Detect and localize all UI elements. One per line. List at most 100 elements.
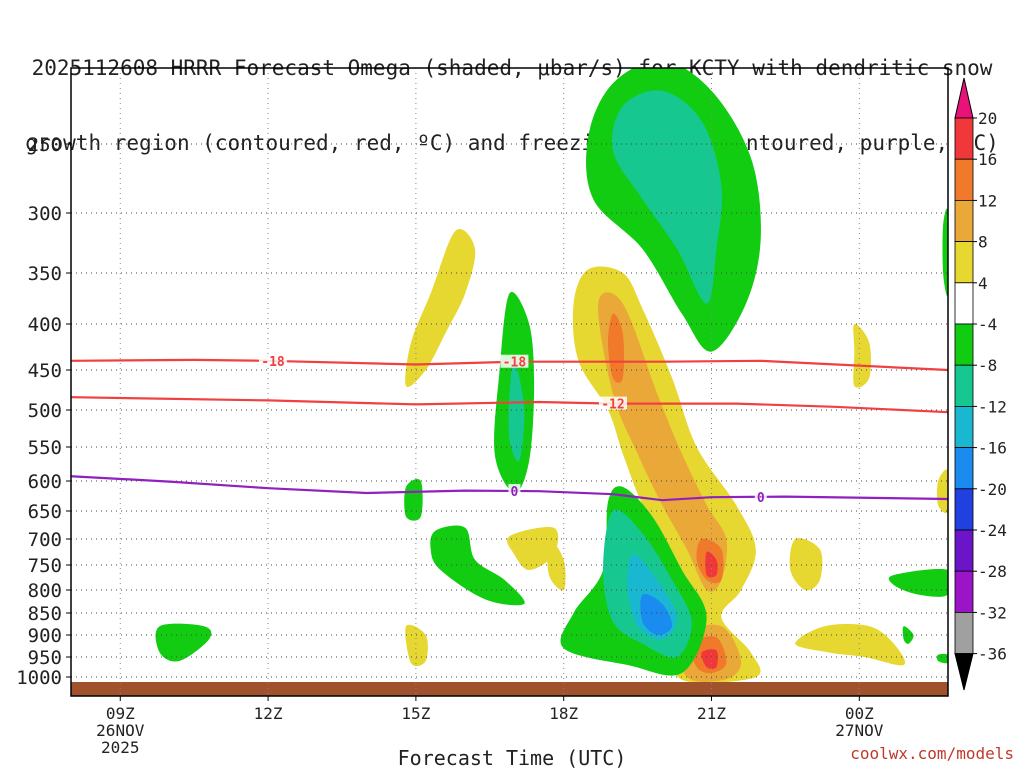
y-tick-label-8: 650: [28, 501, 62, 523]
colorbar-label-4: 4: [978, 274, 988, 293]
colorbar-label-3: 8: [978, 233, 988, 252]
contour-label-1: -18: [503, 356, 527, 371]
omega-region-21: [155, 623, 212, 662]
omega-region-12: [701, 649, 718, 669]
contour--12: [71, 396, 948, 414]
contour-label-bg-0: [259, 353, 288, 367]
omega-region-16: [640, 593, 673, 636]
colorbar-swatch-3: [954, 241, 974, 284]
y-tick-label-15: 1000: [16, 667, 62, 689]
y-tick-label-0: 250: [28, 134, 62, 156]
colorbar-label-6: -8: [978, 356, 997, 375]
colorbar-label-10: -24: [978, 521, 1007, 540]
omega-region-9: [705, 551, 718, 578]
y-tick-label-12: 850: [28, 603, 62, 625]
omega-region-29: [942, 208, 948, 297]
omega-region-25: [888, 569, 948, 597]
omega-region-18: [430, 525, 525, 606]
colorbar-swatch-1: [954, 158, 974, 201]
omega-region-27: [936, 653, 948, 664]
y-tick-label-10: 750: [28, 555, 62, 577]
omega-region-4: [508, 360, 525, 462]
contour-label-bg-3: [508, 484, 521, 497]
colorbar-label-8: -16: [978, 439, 1007, 458]
colorbar-swatch-11: [954, 570, 974, 613]
omega-region-22: [405, 624, 428, 667]
y-tick-label-7: 600: [28, 471, 62, 493]
colorbar-swatch-10: [954, 529, 974, 572]
contour-label-bg-2: [598, 396, 627, 410]
y-tick-label-3: 400: [28, 314, 62, 336]
contour-label-3: 0: [511, 485, 519, 500]
omega-region-6: [598, 292, 728, 592]
omega-region-30: [853, 323, 871, 388]
credit-link[interactable]: coolwx.com/models: [850, 744, 1014, 763]
x-tick-label-0: 09Z: [106, 704, 135, 723]
colorbar-swatch-8: [954, 447, 974, 490]
colorbar-label-12: -32: [978, 603, 1007, 622]
colorbar-swatch-12: [954, 612, 974, 655]
contour--18: [71, 358, 948, 372]
colorbar-label-11: -28: [978, 562, 1007, 581]
colorbar: 20 16 12 8 4 -4 -8 -12 -16 -20 -24 -28 -32 -36: [954, 77, 1007, 691]
contour-label-bg-1: [500, 354, 529, 368]
y-tick-label-9: 700: [28, 529, 62, 551]
omega-region-2: [405, 229, 476, 388]
colorbar-label-5: -4: [978, 315, 997, 334]
colorbar-label-9: -20: [978, 480, 1007, 499]
colorbar-top-arrow: [954, 77, 974, 119]
grid: [71, 68, 948, 696]
colorbar-swatch-6: [954, 364, 974, 407]
colorbar-swatch-9: [954, 488, 974, 531]
omega-region-19: [507, 527, 559, 570]
x-axis-label: Forecast Time (UTC): [397, 746, 627, 770]
colorbar-swatch-5: [954, 323, 974, 366]
x-tick-label-1: 12Z: [254, 704, 283, 723]
omega-region-24: [795, 624, 906, 666]
x-tick-year-0: 2025: [101, 738, 140, 757]
colorbar-bottom-arrow: [954, 653, 974, 691]
omega-region-23: [789, 538, 823, 591]
y-tick-label-14: 950: [28, 647, 62, 669]
colorbar-swatch-0: [954, 117, 974, 160]
contour-label-bg-4: [754, 489, 767, 503]
x-tick-label-2: 15Z: [401, 704, 430, 723]
contour-0: [71, 475, 948, 502]
y-tick-label-5: 500: [28, 400, 62, 422]
y-axis: 2503003504004505005506006507007508008509…: [16, 134, 71, 689]
contours: -18 -18 -12 0 0: [71, 353, 948, 506]
x-tick-date-0: 26NOV: [96, 721, 145, 740]
colorbar-label-7: -12: [978, 397, 1007, 416]
omega-region-26: [902, 626, 914, 644]
y-tick-label-1: 300: [28, 203, 62, 225]
colorbar-label-1: 16: [978, 150, 997, 169]
omega-region-28: [936, 469, 948, 514]
x-tick-date-5: 27NOV: [835, 721, 884, 740]
colorbar-swatch-7: [954, 405, 974, 448]
colorbar-label-2: 12: [978, 191, 997, 210]
ground-strip: [71, 682, 948, 696]
y-tick-label-2: 350: [28, 263, 62, 285]
title-line-2: growth region (contoured, red, ºC) and f…: [25, 131, 999, 155]
x-tick-label-5: 00Z: [845, 704, 874, 723]
colorbar-swatch-2: [954, 199, 974, 242]
y-tick-label-6: 550: [28, 437, 62, 459]
plot-frame: [70, 67, 949, 697]
y-tick-label-13: 900: [28, 625, 62, 647]
contour-label-0: -18: [261, 355, 285, 370]
y-tick-label-11: 800: [28, 580, 62, 602]
omega-regions: [155, 68, 948, 683]
colorbar-label-0: 20: [978, 109, 997, 128]
x-tick-label-4: 21Z: [697, 704, 726, 723]
x-tick-label-3: 18Z: [549, 704, 578, 723]
contour-label-4: 0: [757, 491, 765, 506]
omega-region-1: [611, 90, 723, 304]
omega-region-17: [404, 479, 423, 521]
colorbar-swatch-4: [954, 282, 974, 325]
contour-label-2: -12: [601, 398, 624, 413]
colorbar-label-13: -36: [978, 645, 1007, 664]
omega-region-7: [608, 313, 625, 384]
y-tick-label-4: 450: [28, 360, 62, 382]
